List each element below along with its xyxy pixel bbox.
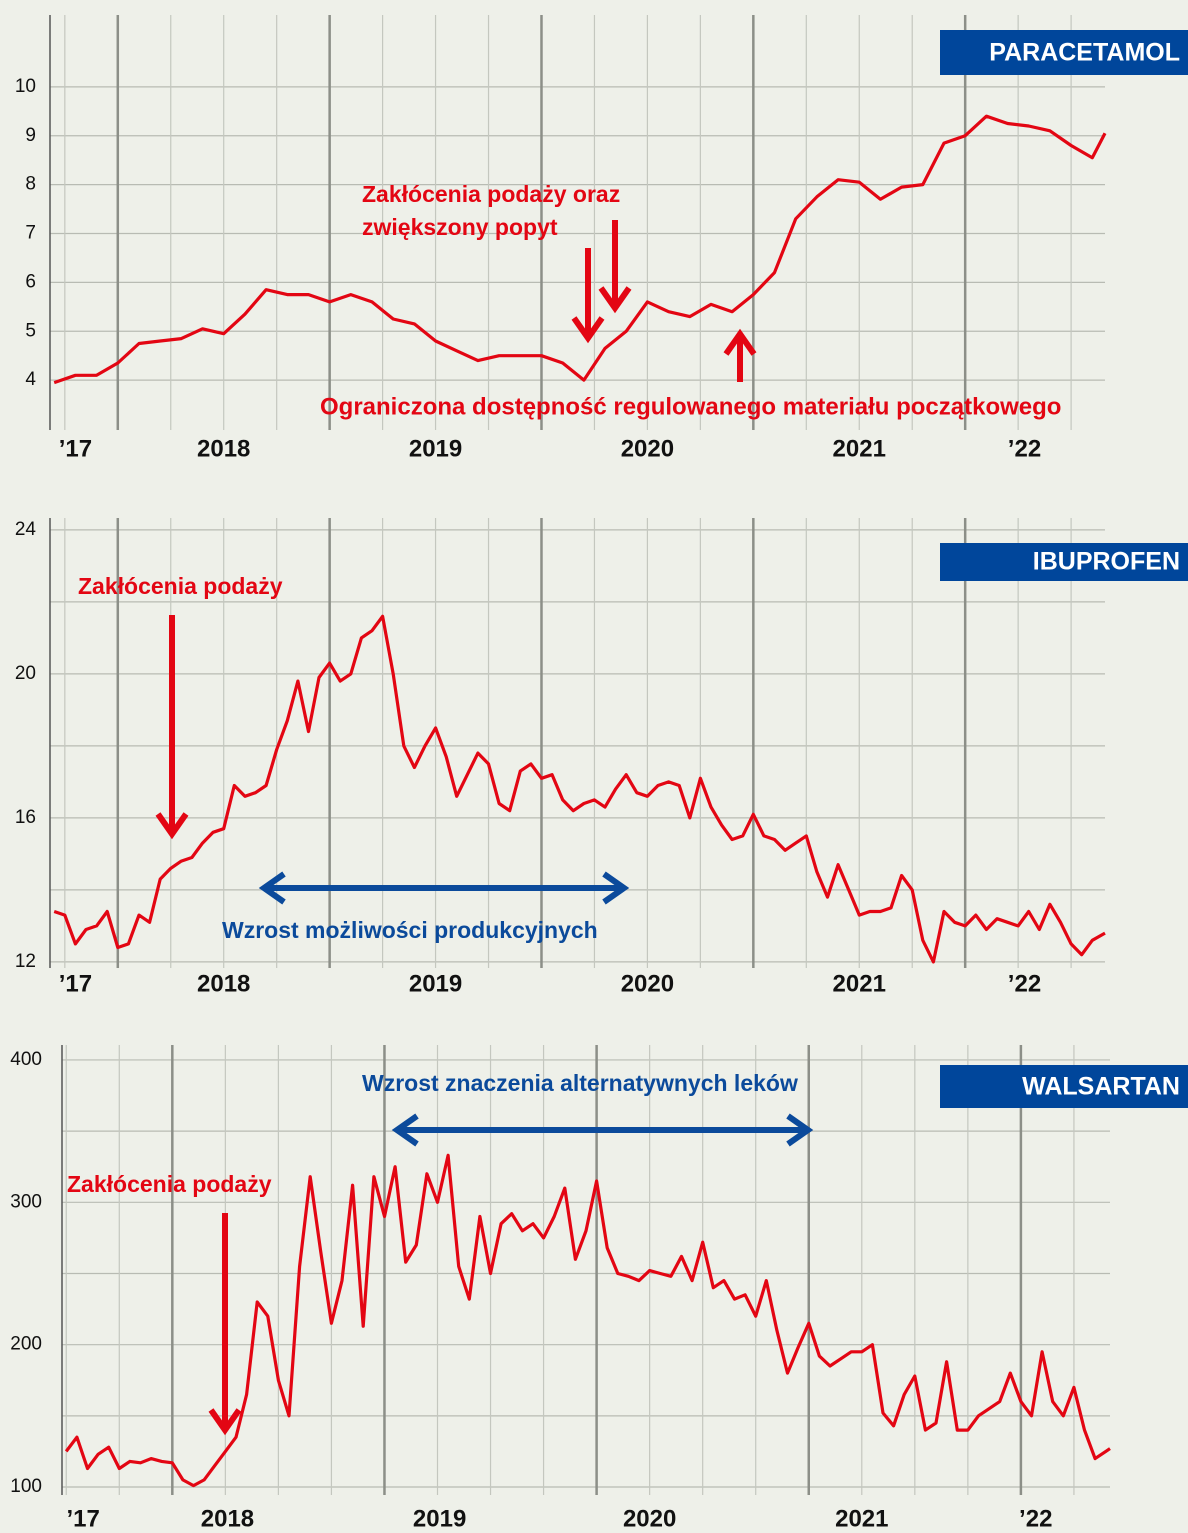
- y-tick-label: 16: [15, 807, 36, 828]
- x-tick-label: 2021: [833, 435, 886, 462]
- data-line: [53, 614, 1106, 964]
- x-tick-label: 2020: [623, 1505, 676, 1532]
- title-box: [940, 543, 1188, 581]
- x-tick-label: ’22: [1008, 970, 1041, 997]
- title-box: [940, 1065, 1188, 1108]
- y-tick-label: 8: [25, 174, 36, 195]
- x-tick-label: ’22: [1008, 435, 1041, 462]
- data-line: [53, 114, 1107, 385]
- y-tick-label: 10: [15, 76, 36, 97]
- arrow: [155, 615, 630, 905]
- x-tick-label: 2018: [201, 1505, 254, 1532]
- y-tick-label: 6: [25, 271, 36, 292]
- plot-area: 4 5 6 7 8 9 10 ’17 2018 2019 2020 2021 ’22 12 16 20 24 ’1…: [10, 15, 1111, 1532]
- x-tick-label: 2018: [197, 970, 250, 997]
- x-tick-label: 2021: [835, 1505, 888, 1532]
- x-tick-label: 2018: [197, 435, 250, 462]
- arrow: [208, 1113, 814, 1436]
- y-tick-label: 400: [10, 1049, 42, 1070]
- y-tick-label: 20: [15, 663, 36, 684]
- data-line: [64, 1153, 1111, 1488]
- chart-title: IBUPROFEN: [1033, 548, 1180, 576]
- x-tick-label: ’17: [67, 1505, 100, 1532]
- x-tick-label: 2020: [621, 435, 674, 462]
- y-tick-label: 5: [25, 320, 36, 341]
- y-tick-label: 12: [15, 951, 36, 972]
- annotation: Zakłócenia podaży: [67, 1171, 272, 1197]
- y-tick-label: 4: [25, 369, 36, 390]
- x-tick-label: ’17: [59, 435, 92, 462]
- title-box: [940, 30, 1188, 75]
- y-tick-label: 24: [15, 519, 37, 540]
- y-tick-label: 100: [10, 1476, 42, 1497]
- annotation: Zakłócenia podaży: [78, 573, 283, 599]
- annotation: Ograniczona dostępność regulowanego mate…: [320, 393, 1061, 420]
- x-tick-label: 2019: [413, 1505, 466, 1532]
- y-tick-label: 7: [25, 223, 36, 244]
- annotation: zwiększony popyt: [362, 214, 558, 240]
- y-tick-label: 200: [10, 1334, 42, 1355]
- chart-title: PARACETAMOL: [989, 39, 1180, 67]
- x-tick-label: 2020: [621, 970, 674, 997]
- x-tick-label: 2021: [833, 970, 886, 997]
- annotation: Zakłócenia podaży oraz: [362, 181, 620, 207]
- annotation: Wzrost możliwości produkcyjnych: [222, 917, 598, 943]
- annotation: Wzrost znaczenia alternatywnych leków: [362, 1070, 798, 1096]
- x-tick-label: 2019: [409, 435, 462, 462]
- chart-title: WALSARTAN: [1022, 1073, 1180, 1101]
- y-tick-label: 9: [25, 125, 36, 146]
- y-tick-label: 300: [10, 1191, 42, 1212]
- arrow: [571, 220, 757, 382]
- x-tick-label: ’22: [1019, 1505, 1052, 1532]
- x-tick-label: 2019: [409, 970, 462, 997]
- x-tick-label: ’17: [59, 970, 92, 997]
